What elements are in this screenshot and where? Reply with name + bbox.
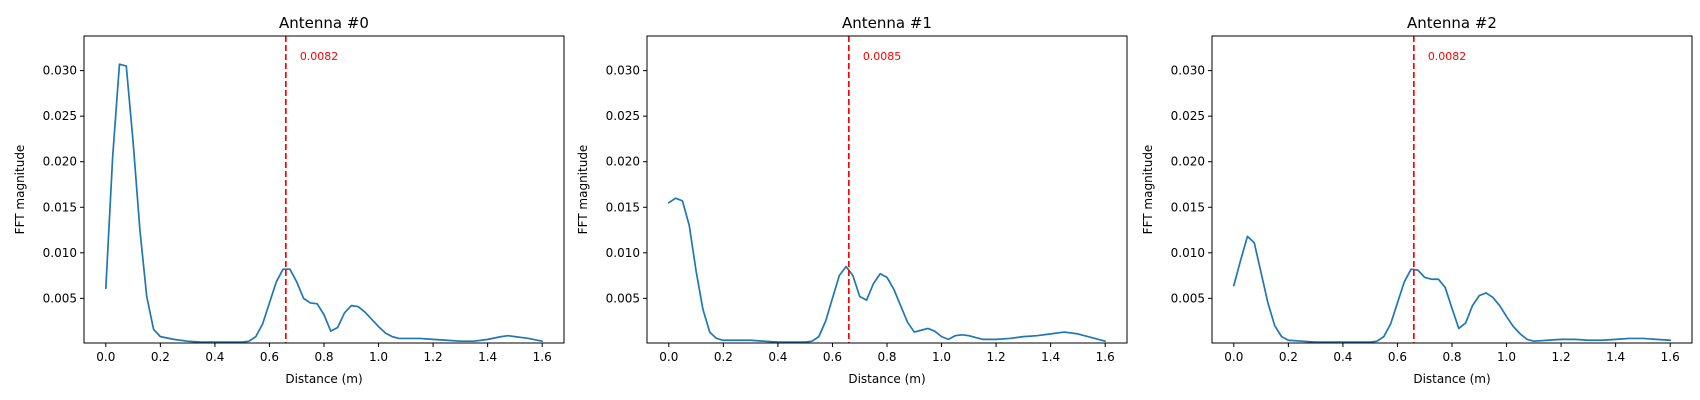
chart-title: Antenna #2 xyxy=(1407,14,1497,32)
x-tick-label: 0.0 xyxy=(1224,350,1243,364)
peak-annotation: 0.0082 xyxy=(1428,50,1467,63)
peak-annotation: 0.0085 xyxy=(863,50,902,63)
x-tick-label: 1.2 xyxy=(424,350,443,364)
y-tick-label: 0.010 xyxy=(606,246,640,260)
y-tick-label: 0.030 xyxy=(606,64,640,78)
x-tick-label: 0.6 xyxy=(1388,350,1407,364)
x-tick-label: 0.2 xyxy=(151,350,170,364)
x-tick-label: 1.4 xyxy=(478,350,497,364)
y-tick-label: 0.025 xyxy=(43,109,77,123)
series-line xyxy=(1232,235,1672,343)
y-tick-label: 0.005 xyxy=(1171,291,1205,305)
chart-title: Antenna #1 xyxy=(842,14,932,32)
x-tick-label: 0.8 xyxy=(877,350,896,364)
chart-panel-1: Antenna #1 0.0 0.2 0.4 0.6 0.8 1.0 1.2 1.4 1.6 0.0… xyxy=(576,14,1128,386)
y-tick-label: 0.020 xyxy=(606,155,640,169)
y-tick-label: 0.030 xyxy=(1171,64,1205,78)
x-tick-label: 0.8 xyxy=(314,350,333,364)
x-tick-label: 0.4 xyxy=(768,350,787,364)
x-axis-label: Distance (m) xyxy=(848,372,925,386)
x-tick-label: 1.0 xyxy=(1497,350,1516,364)
x-tick-label: 0.2 xyxy=(1279,350,1298,364)
x-tick-label: 0.0 xyxy=(659,350,678,364)
x-tick-label: 0.4 xyxy=(205,350,224,364)
y-tick-label: 0.025 xyxy=(1171,109,1205,123)
y-tick-label: 0.010 xyxy=(1171,246,1205,260)
y-tick-label: 0.025 xyxy=(606,109,640,123)
x-tick-label: 0.2 xyxy=(714,350,733,364)
plot-frame xyxy=(646,35,1128,344)
x-tick-label: 1.6 xyxy=(1661,350,1680,364)
x-tick-label: 1.6 xyxy=(533,350,552,364)
x-tick-label: 1.4 xyxy=(1606,350,1625,364)
x-tick-label: 1.0 xyxy=(932,350,951,364)
chart-title: Antenna #0 xyxy=(279,14,369,32)
x-tick-label: 1.2 xyxy=(987,350,1006,364)
y-tick-label: 0.010 xyxy=(43,246,77,260)
y-axis-label: FFT magnitude xyxy=(13,145,27,235)
x-tick-label: 1.4 xyxy=(1041,350,1060,364)
x-tick-label: 0.6 xyxy=(823,350,842,364)
y-tick-label: 0.015 xyxy=(43,200,77,214)
x-tick-label: 1.2 xyxy=(1552,350,1571,364)
plot-frame xyxy=(1211,35,1693,344)
y-tick-label: 0.020 xyxy=(1171,155,1205,169)
plot-frame xyxy=(83,35,565,344)
series-line xyxy=(104,63,544,343)
y-axis-label: FFT magnitude xyxy=(1141,145,1155,235)
x-axis-label: Distance (m) xyxy=(285,372,362,386)
y-axis-label: FFT magnitude xyxy=(576,145,590,235)
x-tick-label: 0.8 xyxy=(1442,350,1461,364)
x-tick-label: 0.4 xyxy=(1333,350,1352,364)
x-tick-label: 1.0 xyxy=(369,350,388,364)
x-axis-label: Distance (m) xyxy=(1413,372,1490,386)
peak-annotation: 0.0082 xyxy=(300,50,339,63)
chart-panel-2: Antenna #2 0.0 0.2 0.4 0.6 0.8 1.0 1.2 1.4 1.6 0.0… xyxy=(1141,14,1693,386)
y-tick-label: 0.015 xyxy=(1171,200,1205,214)
x-tick-label: 1.6 xyxy=(1096,350,1115,364)
y-tick-label: 0.015 xyxy=(606,200,640,214)
y-tick-label: 0.020 xyxy=(43,155,77,169)
chart-panel-0: Antenna #0 0.0 0.2 0.4 0.6 0.8 1.0 1.2 1.4 1.6 0.0… xyxy=(13,14,565,386)
series-line xyxy=(667,197,1107,343)
y-tick-label: 0.005 xyxy=(606,291,640,305)
x-tick-label: 0.6 xyxy=(260,350,279,364)
y-tick-label: 0.005 xyxy=(43,291,77,305)
y-tick-label: 0.030 xyxy=(43,64,77,78)
x-tick-label: 0.0 xyxy=(96,350,115,364)
